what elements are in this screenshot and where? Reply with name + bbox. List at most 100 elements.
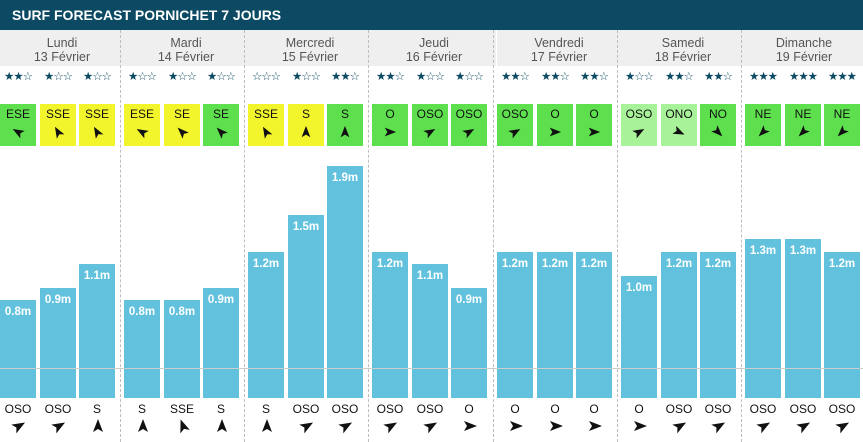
- wave-height-label: 1.1m: [416, 270, 444, 282]
- forecast-slot[interactable]: ★★☆ ESE 0.8m OSO: [0, 30, 36, 442]
- wave-height-bar: 1.5m: [288, 215, 324, 398]
- wave-height-label: 0.9m: [44, 294, 72, 306]
- day-column: Mercredi 15 Février ☆☆☆ SSE 1.2m S ★☆☆ S 1.5m OSO…: [248, 30, 372, 442]
- swell-direction-label: OSO: [828, 402, 856, 416]
- forecast-slot[interactable]: ★☆☆ OSO 1.0m O: [621, 30, 657, 442]
- wind-direction-label: O: [550, 107, 560, 121]
- swell-direction-label: S: [92, 402, 101, 416]
- forecast-slot[interactable]: ★★★ NE 1.3m OSO: [785, 30, 821, 442]
- divider: [0, 368, 863, 369]
- rating-stars: ★☆☆: [455, 71, 484, 83]
- wind-arrow-icon: [177, 127, 189, 139]
- day-name: Dimanche: [775, 36, 833, 50]
- wind-indicator: O: [576, 104, 612, 146]
- wind-direction-label: O: [589, 107, 599, 121]
- swell-direction-label: OSO: [376, 402, 404, 416]
- swell-arrow-icon: [383, 422, 398, 434]
- wind-indicator: OSO: [621, 104, 657, 146]
- wind-direction-label: NE: [754, 107, 772, 121]
- day-date: 14 Février: [157, 50, 215, 64]
- rating-stars: ★☆☆: [128, 71, 157, 83]
- wind-indicator: SSE: [79, 104, 115, 146]
- swell-arrow-icon: [180, 419, 190, 434]
- wind-indicator: S: [327, 104, 363, 146]
- wave-height-label: 1.2m: [828, 258, 856, 270]
- wind-indicator: O: [537, 104, 573, 146]
- wind-arrow-icon: [462, 128, 475, 139]
- wave-height-label: 1.2m: [665, 258, 693, 270]
- forecast-slot[interactable]: ★☆☆ SSE 0.9m OSO: [40, 30, 76, 442]
- day-header: Vendredi 17 Février: [497, 30, 621, 66]
- wave-height-bar: 1.2m: [372, 252, 408, 398]
- forecast-slot[interactable]: ★★☆ NO 1.2m OSO: [700, 30, 736, 442]
- wind-direction-label: NO: [709, 107, 727, 121]
- swell-arrow-icon: [634, 421, 647, 431]
- day-header: Lundi 13 Février: [0, 30, 124, 66]
- wave-height-bar: 1.2m: [700, 252, 736, 398]
- rating-stars: ★★☆: [704, 71, 733, 83]
- wave-height-label: 0.8m: [128, 306, 156, 318]
- wave-height-label: 1.2m: [580, 258, 608, 270]
- day-separator: [244, 30, 245, 442]
- wave-height-bar: 0.8m: [0, 300, 36, 398]
- swell-direction-label: O: [464, 402, 474, 416]
- forecast-slot[interactable]: ★☆☆ S 1.5m OSO: [288, 30, 324, 442]
- swell-arrow-icon: [510, 421, 523, 431]
- forecast-slot[interactable]: ★☆☆ SE 0.8m SSE: [164, 30, 200, 442]
- forecast-slot[interactable]: ★★☆ O 1.2m O: [576, 30, 612, 442]
- day-column: Samedi 18 Février ★☆☆ OSO 1.0m O ★★☆ ONO 1.2m OSO…: [621, 30, 745, 442]
- wind-indicator: OSO: [451, 104, 487, 146]
- rating-stars: ★★☆: [4, 71, 33, 83]
- forecast-slot[interactable]: ★★☆ O 1.2m O: [537, 30, 573, 442]
- rating-stars: ★★★: [789, 71, 818, 83]
- forecast-slot[interactable]: ★☆☆ ESE 0.8m S: [124, 30, 160, 442]
- day-column: Mardi 14 Février ★☆☆ ESE 0.8m S ★☆☆ SE 0.8m SSE ★☆…: [124, 30, 248, 442]
- wave-height-label: 0.9m: [207, 294, 235, 306]
- day-separator: [617, 30, 618, 442]
- rating-stars: ★★☆: [541, 71, 570, 83]
- swell-direction-label: SSE: [169, 402, 194, 416]
- wave-height-bar: 0.9m: [40, 288, 76, 398]
- swell-arrow-icon: [423, 422, 438, 434]
- wave-height-label: 1.3m: [749, 245, 777, 257]
- forecast-slot[interactable]: ★☆☆ SE 0.9m S: [203, 30, 239, 442]
- forecast-slot[interactable]: ★★☆ S 1.9m OSO: [327, 30, 363, 442]
- wave-height-label: 1.2m: [252, 258, 280, 270]
- day-name: Lundi: [46, 36, 78, 50]
- wave-height-bar: 1.2m: [576, 252, 612, 398]
- wave-height-label: 1.0m: [625, 282, 653, 294]
- day-separator: [368, 30, 369, 442]
- forecast-slot[interactable]: ★★☆ OSO 1.2m O: [497, 30, 533, 442]
- forecast-slot[interactable]: ☆☆☆ SSE 1.2m S: [248, 30, 284, 442]
- swell-arrow-icon: [796, 422, 811, 434]
- forecast-slot[interactable]: ★★☆ O 1.2m OSO: [372, 30, 408, 442]
- wave-height-label: 1.2m: [501, 258, 529, 270]
- swell-arrow-icon: [138, 419, 148, 432]
- swell-direction-label: OSO: [4, 402, 32, 416]
- forecast-slot[interactable]: ★★★ NE 1.3m OSO: [745, 30, 781, 442]
- forecast-slot[interactable]: ★★★ NE 1.2m OSO: [824, 30, 860, 442]
- swell-direction-label: OSO: [704, 402, 732, 416]
- wave-height-label: 0.8m: [4, 306, 32, 318]
- forecast-slot[interactable]: ★☆☆ OSO 0.9m O: [451, 30, 487, 442]
- wind-indicator: ESE: [0, 104, 36, 146]
- day-header: Dimanche 19 Février: [745, 30, 863, 66]
- wind-indicator: OSO: [412, 104, 448, 146]
- wind-indicator: O: [372, 104, 408, 146]
- wind-indicator: NE: [824, 104, 860, 146]
- wave-height-label: 1.2m: [376, 258, 404, 270]
- wind-direction-label: OSO: [501, 107, 529, 121]
- swell-arrow-icon: [550, 421, 563, 431]
- day-column: Lundi 13 Février ★★☆ ESE 0.8m OSO ★☆☆ SSE 0.9m OS…: [0, 30, 124, 442]
- day-name: Mardi: [170, 36, 202, 50]
- wave-height-bar: 1.2m: [537, 252, 573, 398]
- wind-indicator: SE: [164, 104, 200, 146]
- wind-direction-label: S: [301, 107, 310, 121]
- day-date: 16 Février: [405, 50, 463, 64]
- rating-stars: ★☆☆: [416, 71, 445, 83]
- forecast-slot[interactable]: ★☆☆ SSE 1.1m S: [79, 30, 115, 442]
- forecast-slot[interactable]: ★☆☆ OSO 1.1m OSO: [412, 30, 448, 442]
- wave-height-bar: 1.2m: [661, 252, 697, 398]
- wind-arrow-icon: [837, 125, 849, 137]
- forecast-slot[interactable]: ★★☆ ONO 1.2m OSO: [661, 30, 697, 442]
